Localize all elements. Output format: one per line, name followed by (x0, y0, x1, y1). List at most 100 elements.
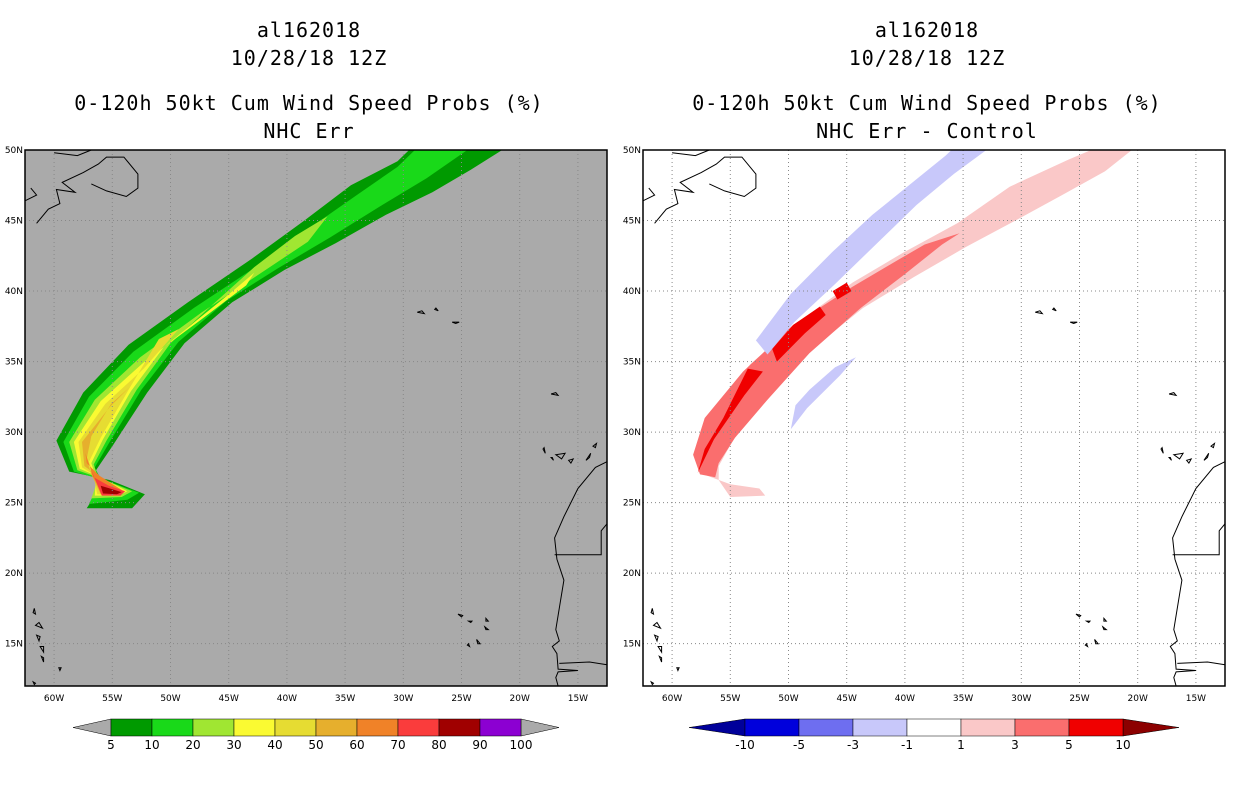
colorbar-label: -5 (793, 738, 805, 752)
forecast-date: 10/28/18 12Z (230, 46, 388, 70)
x-tick-label: 20W (1128, 694, 1148, 704)
canary-islands (1172, 452, 1185, 460)
azores (1051, 307, 1057, 312)
colorbar-high-end (520, 718, 560, 737)
probability-contours (56, 150, 503, 509)
colorbar-label: 3 (1011, 738, 1019, 752)
y-tick-label: 35N (5, 358, 23, 368)
canary-islands (542, 446, 546, 454)
canary-islands (1185, 458, 1193, 464)
island (650, 680, 655, 686)
cape-verde (485, 616, 490, 622)
diff-contour-neg-1a (755, 150, 987, 355)
colorbar-high-end (1122, 718, 1180, 737)
diff-contour-pos-5b (772, 306, 826, 362)
island (34, 621, 44, 630)
canada-coast (54, 149, 92, 157)
border-line (1177, 661, 1226, 666)
x-tick-label: 45W (219, 694, 239, 704)
border-line (1172, 523, 1226, 556)
colorbar-box (356, 718, 399, 737)
y-tick-label: 15N (623, 640, 641, 650)
colorbar-label: 50 (308, 738, 323, 752)
madeira (1168, 392, 1178, 397)
x-tick-label: 50W (778, 694, 798, 704)
cape-verde (483, 625, 490, 631)
colorbar-box (744, 718, 800, 737)
colorbar-label: -1 (901, 738, 913, 752)
colorbar-label: 100 (510, 738, 533, 752)
island (653, 634, 659, 643)
coastlines (642, 149, 1226, 687)
island (652, 621, 662, 630)
africa-coast (551, 461, 608, 687)
difference-map: 60W 55W 50W 45W 40W 35W 30W 25W 20W 15W 15N 20N 25N 3… (623, 146, 1226, 752)
x-tick-label: 60W (44, 694, 64, 704)
chart-title: 0-120h 50kt Cum Wind Speed Probs (%) (692, 91, 1162, 115)
y-tick-label: 40N (623, 287, 641, 297)
colorbar-box (798, 718, 854, 737)
y-tick-label: 35N (623, 358, 641, 368)
plot-frame (642, 149, 1226, 687)
x-tick-label: 45W (837, 694, 857, 704)
cape-verde (1101, 625, 1108, 631)
grid (643, 149, 1225, 686)
colorbar-label: 90 (472, 738, 487, 752)
cape-verde (476, 639, 482, 645)
colorbar-label: 60 (349, 738, 364, 752)
colorbar-label: 10 (144, 738, 159, 752)
island (658, 655, 663, 663)
colorbar-low-end (688, 718, 746, 737)
island (32, 680, 37, 686)
canada-coast (24, 187, 38, 202)
x-tick-label: 30W (393, 694, 413, 704)
colorbar-box (233, 718, 276, 737)
x-tick-label: 25W (1069, 694, 1089, 704)
colorbar-box (397, 718, 440, 737)
y-tick-label: 45N (5, 217, 23, 227)
azores (1035, 310, 1044, 315)
colorbar-label: 40 (267, 738, 282, 752)
canary-islands (585, 453, 592, 461)
canada-coast (36, 156, 139, 224)
x-tick-label: 55W (720, 694, 740, 704)
x-tick-label: 50W (160, 694, 180, 704)
x-tick-label: 15W (568, 694, 588, 704)
colorbar-label: 10 (1115, 738, 1130, 752)
cape-verde (1084, 620, 1092, 624)
x-tick-label: 40W (277, 694, 297, 704)
colorbar-box (315, 718, 358, 737)
azores (417, 310, 426, 315)
island (650, 608, 655, 616)
canary-islands (1160, 446, 1164, 454)
cape-verde (1103, 616, 1108, 622)
colorbar-label: 1 (957, 738, 965, 752)
cape-verde (1075, 613, 1082, 618)
y-tick-label: 45N (623, 217, 641, 227)
colorbar-label: 5 (1065, 738, 1073, 752)
y-tick-label: 30N (623, 428, 641, 438)
colorbar: -10 -5 -3 -1 1 3 5 10 (688, 718, 1180, 752)
colorbar-label: 20 (185, 738, 200, 752)
y-tick-label: 25N (623, 499, 641, 509)
colorbar-box (438, 718, 481, 737)
colorbar-box (110, 718, 153, 737)
colorbar-box (151, 718, 194, 737)
colorbar-box (192, 718, 235, 737)
chart-subtitle: NHC Err - Control (816, 119, 1038, 143)
colorbar-box (960, 718, 1016, 737)
diff-contour-neg-1b (790, 357, 856, 430)
island (32, 608, 37, 616)
contour-70 (91, 470, 126, 496)
diff-contour-pos-3 (693, 233, 960, 478)
x-tick-label: 60W (662, 694, 682, 704)
y-tick-label: 25N (5, 499, 23, 509)
storm-id: al162018 (256, 18, 362, 42)
x-tick-label: 20W (510, 694, 530, 704)
colorbar-low-end (72, 718, 112, 737)
x-tick-label: 55W (102, 694, 122, 704)
border-line (559, 661, 608, 666)
plot-frame (24, 149, 608, 687)
forecast-date: 10/28/18 12Z (848, 46, 1006, 70)
cape-verde (1094, 639, 1100, 645)
